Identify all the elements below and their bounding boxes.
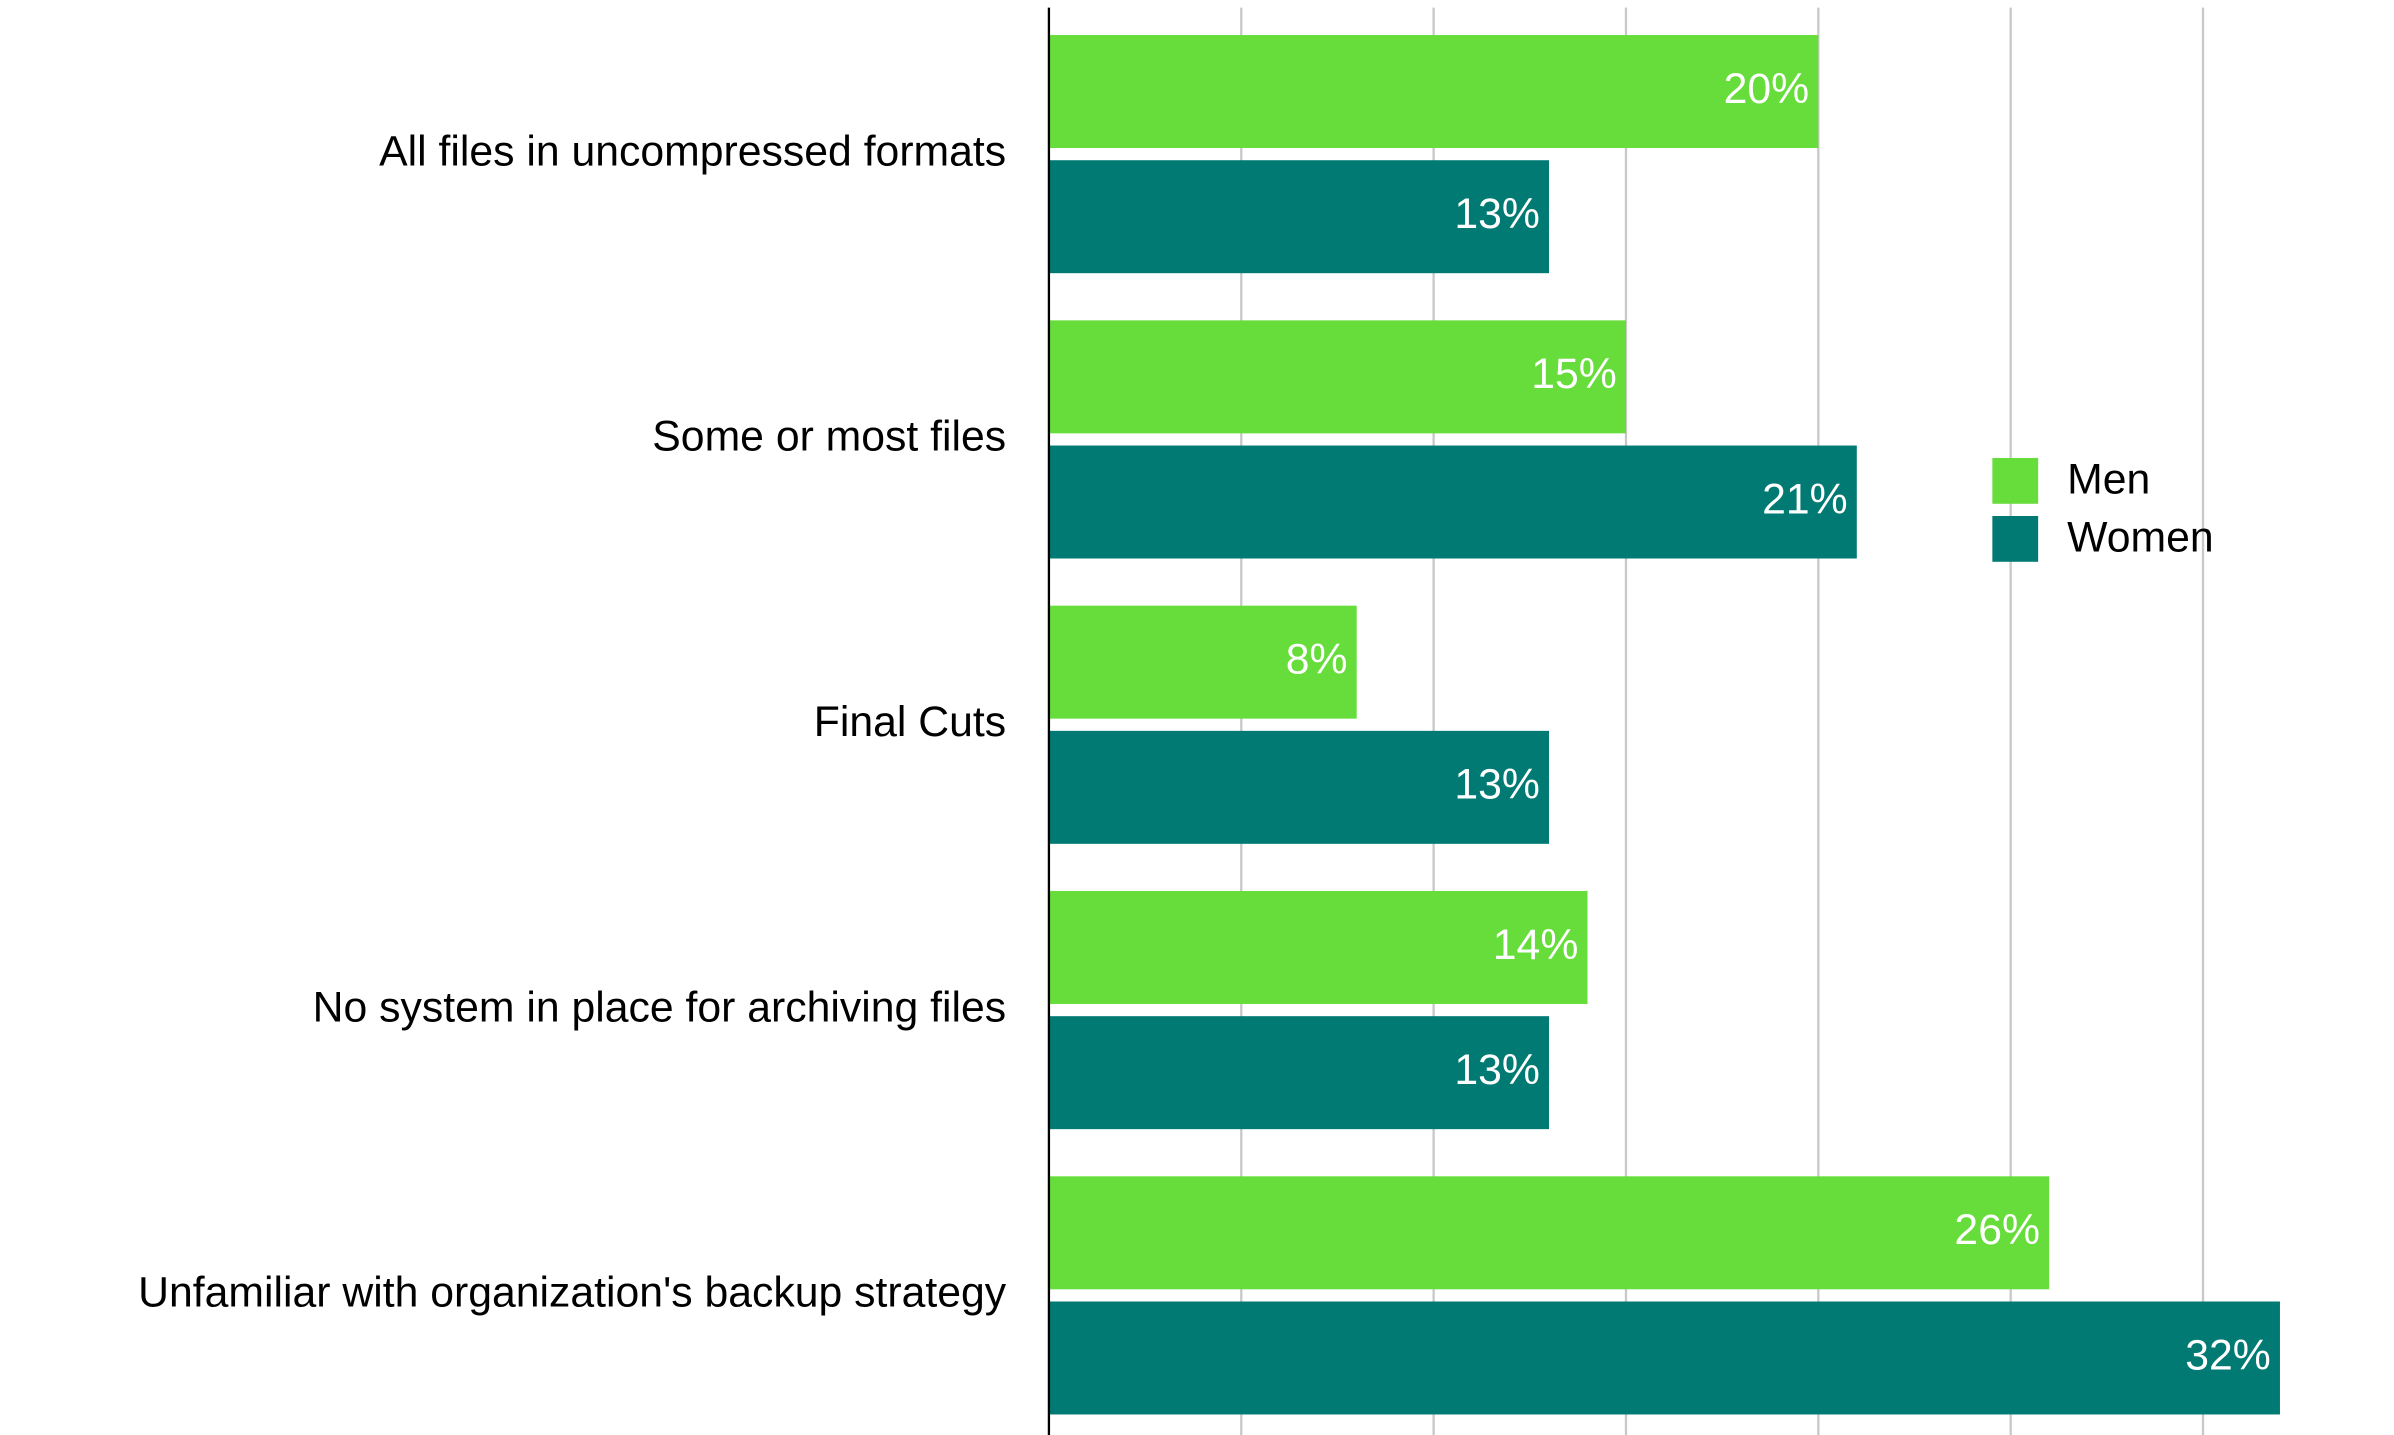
legend-label: Women	[2067, 514, 2213, 562]
bar	[1048, 35, 1819, 149]
category-label: All files in uncompressed formats	[379, 127, 1006, 175]
bar	[1048, 605, 1357, 719]
value-label: 32%	[2185, 1331, 2271, 1379]
bar	[1048, 890, 1588, 1004]
value-label: 13%	[1454, 761, 1540, 809]
bar	[1048, 160, 1550, 274]
bar	[1048, 1301, 2280, 1415]
category-label: Unfamiliar with organization's backup st…	[138, 1269, 1007, 1317]
legend-label: Men	[2067, 456, 2150, 504]
category-label: Some or most files	[652, 413, 1006, 461]
category-label: Final Cuts	[814, 698, 1006, 746]
value-label: 13%	[1454, 190, 1540, 238]
bar	[1048, 320, 1626, 434]
legend-swatch	[1992, 457, 2039, 504]
bar	[1048, 1016, 1550, 1130]
bar	[1048, 1176, 2050, 1290]
bar	[1048, 730, 1550, 844]
legend-swatch	[1992, 515, 2039, 562]
value-label: 8%	[1286, 635, 1348, 683]
value-label: 21%	[1762, 475, 1848, 523]
category-label: No system in place for archiving files	[313, 983, 1007, 1031]
value-label: 20%	[1724, 65, 1810, 113]
value-label: 15%	[1531, 350, 1617, 398]
value-label: 13%	[1454, 1046, 1540, 1094]
value-label: 14%	[1493, 921, 1579, 969]
bar	[1048, 445, 1857, 559]
value-label: 26%	[1954, 1206, 2040, 1254]
